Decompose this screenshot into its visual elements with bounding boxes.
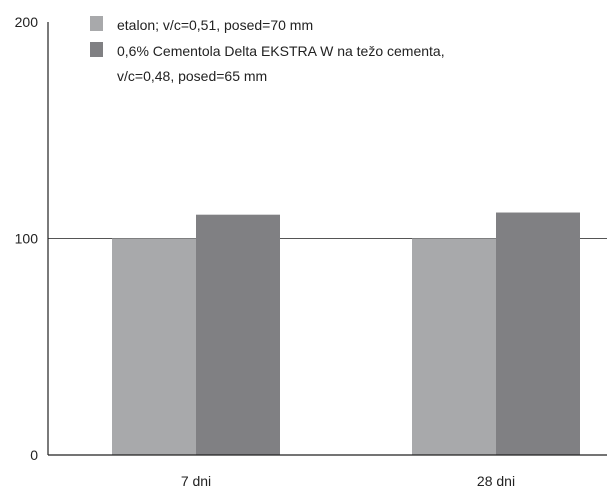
x-tick-label: 7 dni xyxy=(181,473,211,489)
legend-swatch-series1 xyxy=(90,16,103,31)
y-tick-label: 0 xyxy=(30,447,38,463)
legend-label-series2: v/c=0,48, posed=65 mm xyxy=(117,68,267,84)
bar-series2-28dni xyxy=(496,212,580,455)
bars xyxy=(112,212,580,455)
legend-label-series1: etalon; v/c=0,51, posed=70 mm xyxy=(117,17,313,33)
x-tick-label: 28 dni xyxy=(477,473,515,489)
bar-series1-28dni xyxy=(412,238,496,455)
bar-series1-7dni xyxy=(112,238,196,455)
axes xyxy=(47,22,607,456)
legend-label-series2: 0,6% Cementola Delta EKSTRA W na težo ce… xyxy=(117,43,445,59)
x-tick-labels: 7 dni 28 dni xyxy=(181,473,515,489)
y-tick-label: 100 xyxy=(15,231,39,247)
legend: etalon; v/c=0,51, posed=70 mm 0,6% Cement… xyxy=(90,16,445,84)
y-tick-labels: 0 100 200 xyxy=(15,14,39,463)
y-tick-label: 200 xyxy=(15,14,39,30)
legend-swatch-series2 xyxy=(90,42,103,57)
bar-series2-7dni xyxy=(196,214,280,455)
